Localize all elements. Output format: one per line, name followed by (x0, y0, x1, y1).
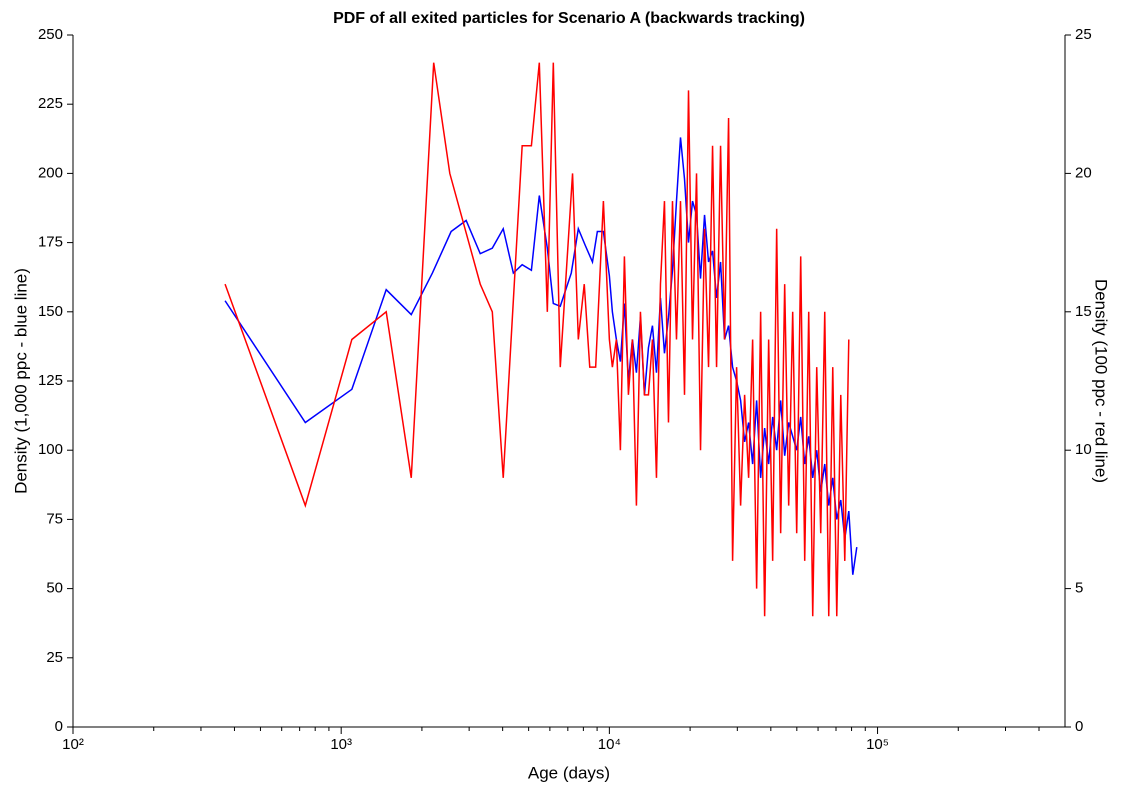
x-tick-label: 10² (62, 736, 84, 753)
y-tick-label: 175 (38, 234, 63, 251)
y2-tick-label: 20 (1075, 164, 1092, 181)
y-tick-label: 75 (46, 510, 63, 527)
y-tick-label: 200 (38, 164, 63, 181)
y-tick-label: 125 (38, 372, 63, 389)
x-tick-label: 10⁴ (598, 736, 621, 753)
y-axis-label: Density (1,000 ppc - blue line) (11, 268, 30, 494)
y2-tick-label: 5 (1075, 580, 1083, 597)
y2-tick-label: 0 (1075, 718, 1083, 735)
y-tick-label: 50 (46, 580, 63, 597)
y2-tick-label: 15 (1075, 303, 1092, 320)
x-axis-label: Age (days) (528, 763, 610, 782)
y-tick-label: 150 (38, 303, 63, 320)
y-tick-label: 225 (38, 95, 63, 112)
y2-tick-label: 25 (1075, 26, 1092, 43)
y-tick-label: 250 (38, 26, 63, 43)
x-tick-label: 10⁵ (866, 736, 889, 753)
y-tick-label: 0 (55, 718, 63, 735)
chart-title: PDF of all exited particles for Scenario… (333, 10, 805, 27)
x-tick-label: 10³ (330, 736, 352, 753)
y2-tick-label: 10 (1075, 441, 1092, 458)
y-tick-label: 100 (38, 441, 63, 458)
data-line (224, 62, 850, 617)
data-line (224, 137, 858, 575)
y-tick-label: 25 (46, 649, 63, 666)
y2-axis-label: Density (100 ppc - red line) (1092, 279, 1111, 483)
